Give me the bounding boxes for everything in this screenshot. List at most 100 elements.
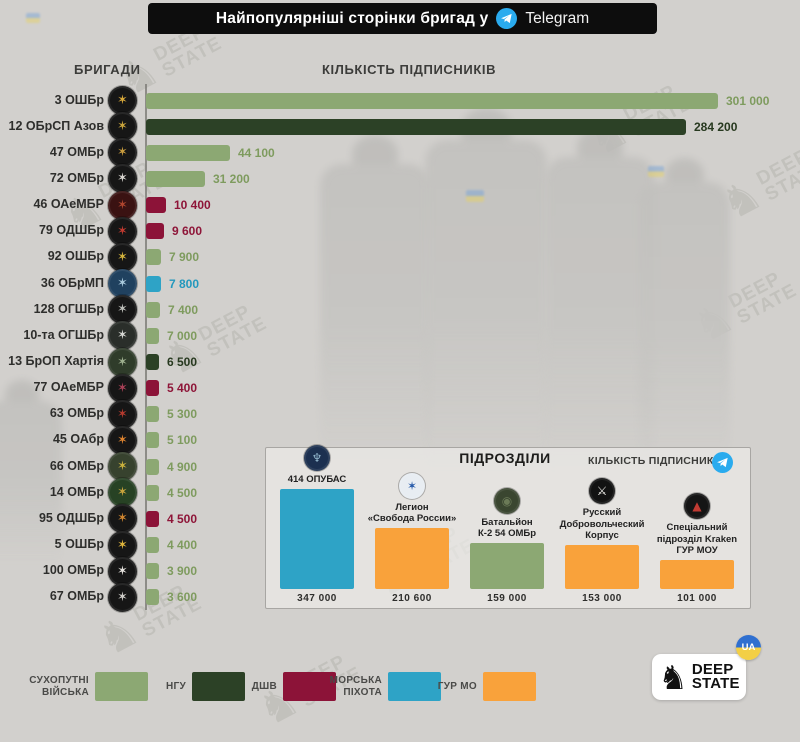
brigade-value: 44 100 [238, 145, 275, 160]
legend-label: МОРСЬКА ПІХОТА [329, 674, 382, 699]
brigade-value: 4 500 [167, 511, 198, 526]
brigade-value: 5 400 [167, 381, 198, 396]
unit-bar [280, 489, 354, 589]
telegram-icon [712, 452, 733, 473]
brigade-emblem-icon: ✶ [108, 138, 137, 168]
brigade-emblem-icon: ✶ [108, 347, 137, 377]
brigade-value: 5 300 [167, 407, 198, 422]
unit-bar [375, 528, 449, 589]
brigade-value: 6 500 [167, 355, 198, 369]
brigade-emblem-icon: ✶ [108, 452, 137, 482]
unit-bar [470, 543, 544, 589]
brigade-value: 5 100 [167, 433, 198, 448]
units-panel-subtitle: КІЛЬКІСТЬ ПІДПИСНИКІВ [588, 455, 725, 467]
brigade-label: 72 ОМБр [49, 170, 104, 185]
brigade-label: 46 ОАеМБР [33, 197, 104, 212]
brigade-bar [146, 406, 159, 423]
brigade-label: 77 ОАеМБР [33, 380, 104, 395]
brigade-emblem-icon: ✶ [108, 242, 137, 272]
brigade-label: 14 ОМБр [49, 484, 104, 499]
unit-emblem-icon: ◉ [494, 487, 520, 514]
brigade-value: 7 000 [167, 328, 198, 343]
legend-label: ГУР МО [437, 680, 477, 692]
brigade-bar [146, 484, 159, 501]
brigade-value: 10 400 [174, 198, 211, 213]
brigade-label: 5 ОШБр [54, 537, 104, 552]
unit-emblem-icon: ⚔ [589, 478, 615, 505]
brigade-bar [146, 563, 159, 580]
brigade-value: 284 200 [694, 119, 738, 134]
legend-label: СУХОПУТНІ ВІЙСЬКА [29, 674, 89, 699]
brigade-label: 95 ОДШБр [38, 510, 104, 525]
brigade-label: 63 ОМБр [49, 406, 104, 421]
brigade-value: 9 600 [172, 224, 203, 239]
brigade-emblem-icon: ✶ [108, 530, 137, 560]
brigade-value: 301 000 [726, 93, 770, 108]
axis-line [145, 84, 147, 610]
unit-column: ▲ Спеціальний підрозділ Kraken ГУР МОУ [651, 444, 743, 589]
watermark-text: DEEP STATE [725, 268, 800, 329]
brigade-bar [146, 197, 166, 214]
telegram-icon [496, 8, 518, 29]
chess-knight-icon: ♞ [658, 657, 688, 697]
ukraine-flag-spot [26, 13, 40, 23]
chess-knight-icon: ♞ [579, 103, 638, 168]
brigade-value: 4 400 [167, 538, 198, 553]
brigade-label: 36 ОБрМП [40, 275, 104, 290]
chess-knight-icon: ♞ [712, 167, 771, 232]
brigade-label: 13 БрОП Хартія [8, 354, 104, 368]
brigade-emblem-icon: ✶ [108, 164, 137, 194]
unit-value: 210 600 [392, 593, 432, 604]
unit-bar [565, 545, 639, 589]
brigade-emblem-icon: ✶ [108, 556, 137, 586]
brigade-label: 128 ОГШБр [33, 301, 104, 316]
legend-swatch [192, 672, 245, 701]
unit-label: Спеціальний підрозділ Kraken ГУР МОУ [656, 522, 738, 556]
brigade-label: 12 ОБрСП Азов [8, 118, 104, 133]
unit-emblem-icon: ♆ [304, 444, 330, 471]
unit-bar [660, 560, 734, 589]
brigade-label: 45 ОАбр [52, 432, 104, 447]
brigade-emblem-icon: ✶ [108, 86, 137, 115]
watermark-text: DEEP STATE [753, 145, 800, 206]
watermark-text: DEEP STATE [195, 301, 271, 362]
ukraine-flag-spot [466, 190, 484, 202]
unit-label: Русский Добровольческий Корпус [559, 507, 645, 541]
brigade-bar [146, 249, 161, 266]
ukraine-flag-spot [648, 166, 664, 177]
deepstate-logo-text: DEEP STATE [691, 660, 740, 692]
unit-label: Легион «Свобода России» [367, 501, 457, 524]
brigade-bar [146, 589, 159, 606]
brigade-value: 4 500 [167, 485, 198, 500]
brigade-value: 7 400 [168, 302, 199, 317]
brigade-value: 7 900 [169, 250, 200, 265]
brigade-emblem-icon: ✶ [108, 582, 137, 612]
legend-swatch [283, 672, 336, 701]
brigade-label: 47 ОМБр [49, 144, 104, 159]
unit-value: 101 000 [677, 593, 717, 604]
legend-label: НГУ [165, 680, 186, 692]
deepstate-watermark: ♞DEEP STATE [684, 262, 800, 354]
brigade-label: 3 ОШБр [54, 92, 104, 107]
brigade-bar [146, 223, 164, 240]
title-bar: Найпопулярніші сторінки бригад у Telegra… [148, 3, 657, 34]
brigade-value: 3 900 [167, 564, 198, 579]
brigade-emblem-icon: ✶ [108, 216, 137, 246]
brigade-label: 10-та ОГШБр [23, 327, 104, 342]
brigade-label: 79 ОДШБр [38, 223, 104, 238]
brigade-emblem-icon: ✶ [108, 425, 137, 455]
brigade-value: 4 900 [167, 459, 198, 474]
brigade-label: 100 ОМБр [42, 563, 104, 578]
unit-column: ♆ 414 ОПУБАС [271, 444, 363, 589]
brigade-bar [146, 432, 159, 449]
unit-value: 159 000 [487, 593, 527, 604]
brigade-bar [146, 327, 159, 344]
unit-label: 414 ОПУБАС [287, 473, 347, 485]
page-title: Найпопулярніші сторінки бригад у [215, 9, 489, 27]
legend-swatch [483, 672, 536, 701]
brigades-header: БРИГАДИ [74, 62, 141, 77]
brigade-label: 67 ОМБр [49, 589, 104, 604]
brigade-emblem-icon: ✶ [108, 373, 137, 403]
soldier-silhouette [638, 158, 730, 473]
